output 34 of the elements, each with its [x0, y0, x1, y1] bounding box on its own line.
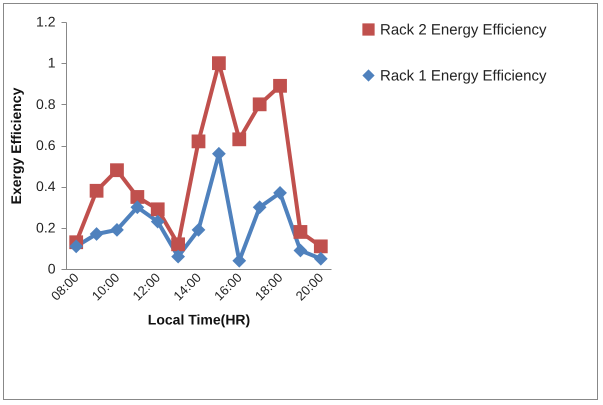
point: [90, 227, 104, 241]
y-tick-label: 1.2: [36, 14, 56, 30]
point: [171, 250, 186, 264]
y-tick-label: 0.8: [36, 96, 56, 112]
point: [130, 190, 144, 204]
point: [314, 252, 328, 266]
point: [150, 214, 165, 229]
point: [90, 184, 104, 198]
point: [212, 56, 226, 70]
legend-label: Rack 2 Energy Efficiency: [380, 22, 547, 38]
point: [150, 202, 165, 216]
point: [314, 239, 328, 254]
y-tick-label: 0: [48, 260, 56, 276]
point: [110, 163, 124, 178]
x-axis-title: Local Time(HR): [148, 311, 250, 328]
point: [294, 244, 308, 258]
y-axis-title: Exergy Efficiency: [8, 87, 24, 204]
y-tick-label: 0.6: [36, 137, 56, 153]
point: [294, 225, 308, 239]
point: [273, 78, 287, 93]
point: [252, 97, 267, 112]
y-tick-label: 1: [48, 54, 56, 71]
point: [192, 134, 206, 148]
point: [232, 132, 246, 146]
point: [192, 223, 206, 237]
legend-label: Rack 1 Energy Efficiency: [380, 68, 547, 84]
y-tick-label: 0.2: [36, 219, 56, 236]
point: [273, 186, 287, 200]
point: [252, 200, 267, 214]
point: [110, 223, 124, 237]
point: [171, 237, 186, 252]
y-tick-label: 0.4: [36, 178, 56, 194]
point: [130, 200, 144, 214]
point: [69, 239, 84, 254]
